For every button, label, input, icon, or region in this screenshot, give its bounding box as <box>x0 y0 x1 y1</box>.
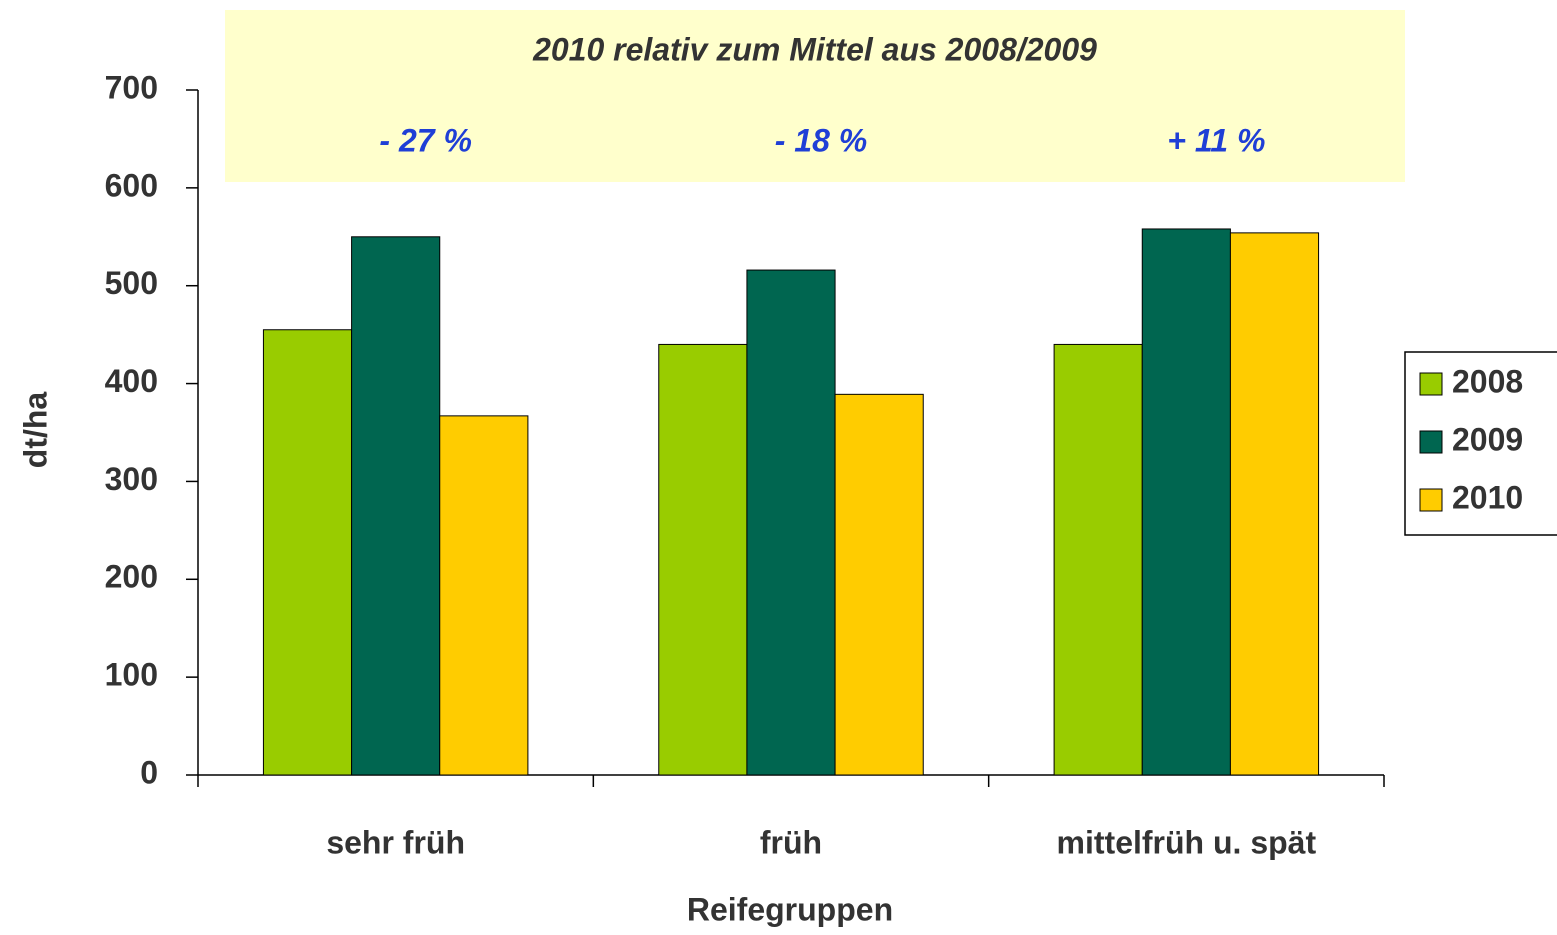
y-tick-label: 400 <box>105 363 158 399</box>
y-tick-label: 700 <box>105 69 158 105</box>
annotation-box <box>225 10 1405 182</box>
x-tick-label: mittelfrüh u. spät <box>1057 824 1317 860</box>
bar <box>351 236 441 776</box>
legend-label: 2010 <box>1452 479 1523 515</box>
chart-title: 2010 relativ zum Mittel aus 2008/2009 <box>532 31 1097 67</box>
legend-swatch <box>1419 372 1443 396</box>
bar <box>1229 232 1320 776</box>
annotation: - 27 % <box>379 122 471 158</box>
y-tick-label: 600 <box>105 167 158 203</box>
y-tick-label: 100 <box>105 657 158 693</box>
bar <box>439 415 529 776</box>
x-tick-label: sehr früh <box>326 824 465 860</box>
legend-swatch <box>1419 488 1443 512</box>
y-tick-label: 300 <box>105 461 158 497</box>
bar <box>1053 343 1143 776</box>
legend-swatch <box>1419 430 1443 454</box>
y-tick-label: 0 <box>140 754 158 790</box>
bar <box>262 329 353 776</box>
annotation: + 11 % <box>1167 122 1265 158</box>
y-tick-label: 200 <box>105 559 158 595</box>
annotation: - 18 % <box>775 122 867 158</box>
y-axis-label: dt/ha <box>17 392 53 469</box>
x-tick-label: früh <box>760 824 822 860</box>
y-tick-label: 500 <box>105 265 158 301</box>
legend-label: 2009 <box>1452 421 1523 457</box>
bar <box>1141 228 1231 776</box>
x-axis-label: Reifegruppen <box>687 891 893 927</box>
bar <box>658 343 748 776</box>
bar <box>746 269 836 776</box>
bar <box>834 393 924 776</box>
legend-label: 2008 <box>1452 363 1523 399</box>
